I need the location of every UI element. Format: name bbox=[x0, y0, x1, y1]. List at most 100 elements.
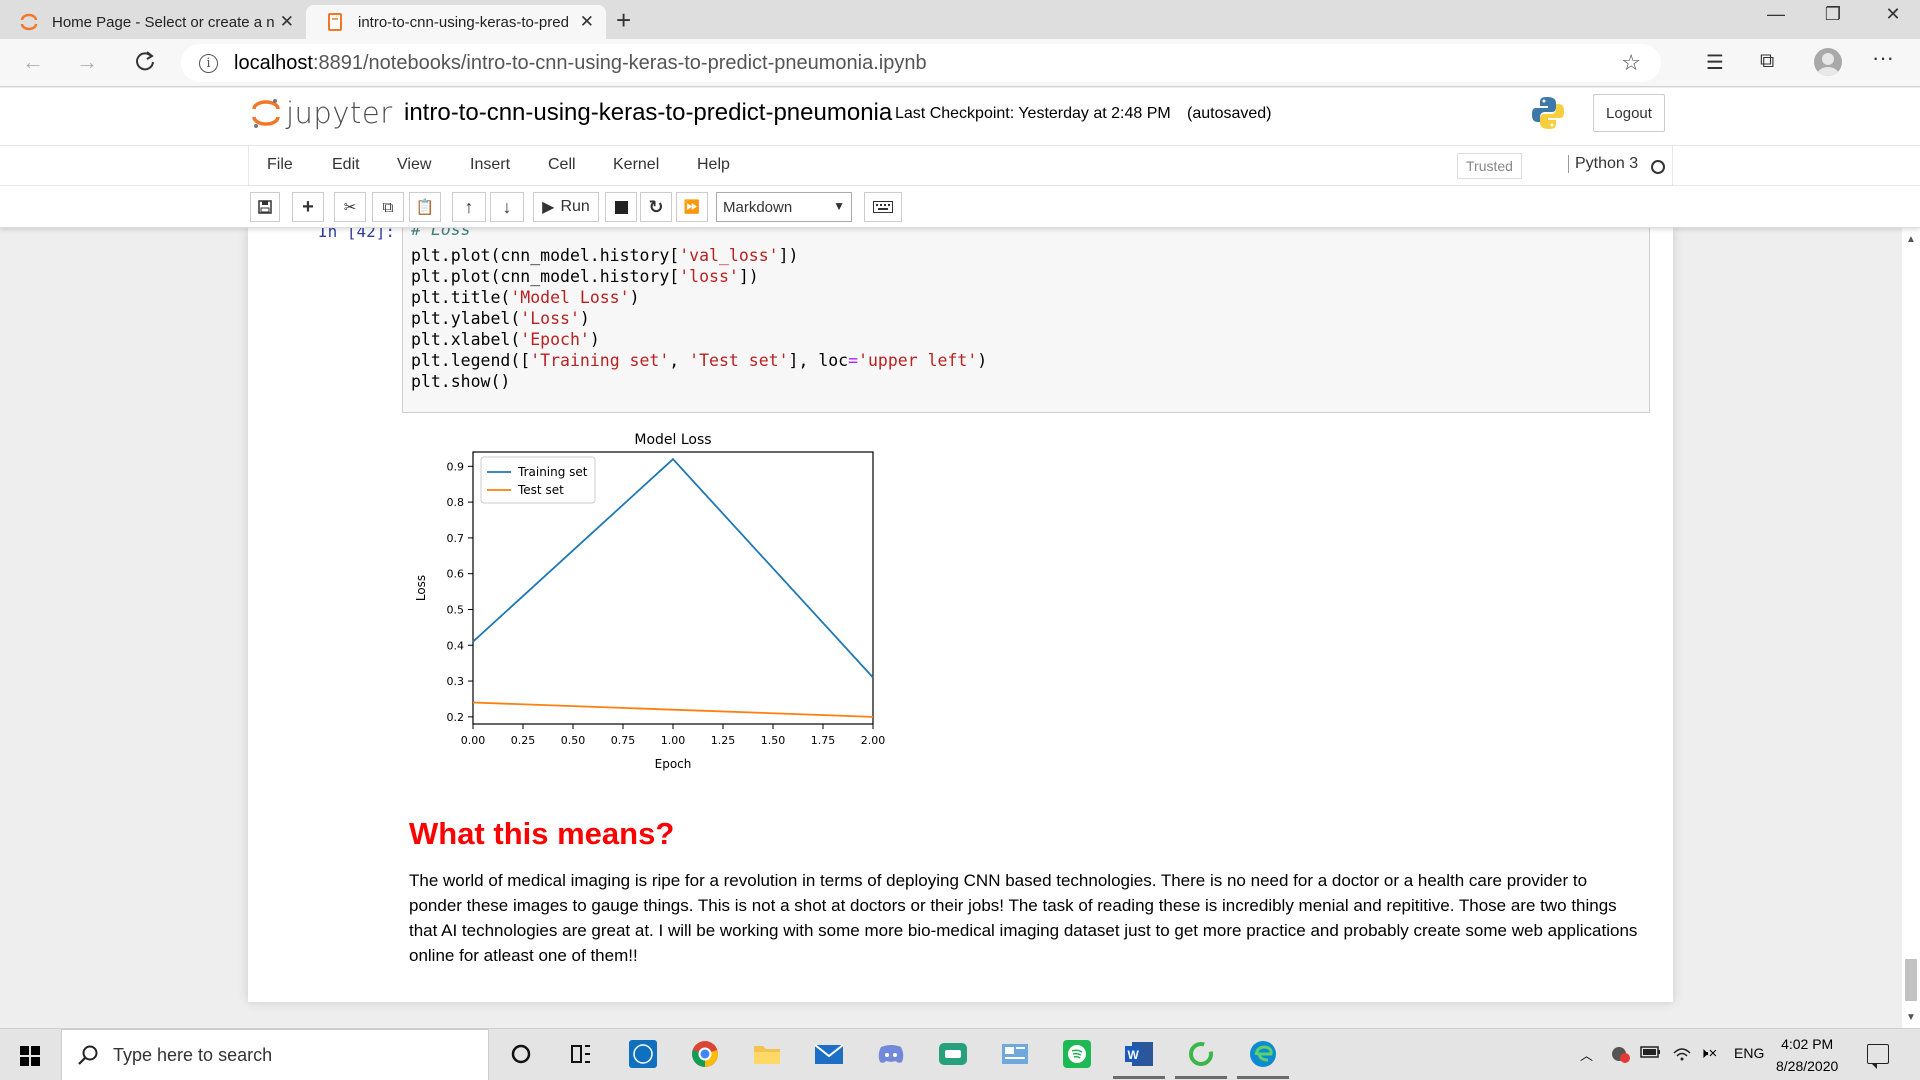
insert-cell-icon[interactable]: + bbox=[292, 192, 324, 222]
jupyter-loading-icon[interactable] bbox=[1175, 1038, 1227, 1079]
search-input[interactable] bbox=[113, 1044, 433, 1066]
jupyter-wordmark: jupyter bbox=[286, 96, 393, 130]
task-view-icon[interactable] bbox=[565, 1038, 597, 1070]
cortana-icon[interactable] bbox=[505, 1038, 537, 1070]
chrome-icon[interactable] bbox=[689, 1038, 721, 1070]
wifi-icon[interactable] bbox=[1672, 1045, 1692, 1065]
word-icon[interactable]: W bbox=[1113, 1038, 1165, 1079]
x-tick-label: 1.25 bbox=[711, 734, 736, 747]
windows-start-icon[interactable] bbox=[20, 1046, 40, 1066]
copy-icon[interactable]: ⧉ bbox=[372, 192, 404, 222]
file-explorer-icon[interactable] bbox=[751, 1038, 783, 1070]
page-scrollbar[interactable]: ▲ ▼ bbox=[1902, 228, 1920, 1028]
new-tab-button[interactable]: + bbox=[616, 5, 632, 35]
menu-file[interactable]: File bbox=[267, 156, 293, 173]
legend-label: Training set bbox=[517, 465, 588, 479]
menu-cell[interactable]: Cell bbox=[548, 156, 576, 173]
y-tick-label: 0.8 bbox=[447, 496, 465, 509]
game-icon[interactable] bbox=[937, 1038, 969, 1070]
more-options-icon[interactable]: ··· bbox=[1872, 45, 1894, 70]
code-line: plt.ylabel('Loss') bbox=[411, 309, 590, 328]
dell-icon[interactable] bbox=[627, 1038, 659, 1070]
close-tab-icon[interactable]: ✕ bbox=[579, 12, 594, 31]
menubar: File Edit View Insert Cell Kernel Help T… bbox=[0, 145, 1920, 186]
command-palette-icon[interactable] bbox=[864, 192, 902, 222]
taskbar-clock[interactable]: 4:02 PM 8/28/2020 bbox=[1776, 1033, 1838, 1077]
profile-avatar[interactable] bbox=[1814, 48, 1842, 76]
code-cell[interactable]: # Loss plt.plot(cnn_model.history['val_lo… bbox=[402, 228, 1650, 643]
url-field[interactable]: i localhost:8891/notebooks/intro-to-cnn-… bbox=[181, 44, 1661, 82]
window-close-icon[interactable]: ✕ bbox=[1885, 4, 1901, 24]
y-tick-label: 0.2 bbox=[447, 711, 465, 724]
jupyter-favicon-icon bbox=[20, 13, 38, 31]
play-icon: ▶ bbox=[542, 199, 555, 216]
cut-icon[interactable]: ✂ bbox=[334, 192, 366, 222]
clock-time: 4:02 PM bbox=[1781, 1036, 1834, 1052]
svg-text:W: W bbox=[1128, 1048, 1140, 1062]
action-center-icon[interactable] bbox=[1867, 1044, 1889, 1069]
address-bar-row: ← → i localhost:8891/notebooks/intro-to-… bbox=[0, 39, 1920, 87]
code-line: plt.plot(cnn_model.history['loss']) bbox=[411, 267, 759, 286]
favorites-icon[interactable]: ☰ bbox=[1706, 52, 1724, 74]
cell-type-select[interactable]: Markdown ▼ bbox=[716, 192, 852, 222]
taskbar-search[interactable] bbox=[61, 1029, 489, 1080]
notebook-name[interactable]: intro-to-cnn-using-keras-to-predict-pneu… bbox=[404, 99, 893, 126]
x-tick-label: 0.25 bbox=[511, 734, 536, 747]
url-text: localhost:8891/notebooks/intro-to-cnn-us… bbox=[234, 51, 927, 74]
scroll-down-icon[interactable]: ▼ bbox=[1906, 1012, 1916, 1023]
code-line: plt.xlabel('Epoch') bbox=[411, 330, 600, 349]
paste-icon[interactable]: 📋 bbox=[409, 192, 441, 222]
code-text[interactable]: # Loss plt.plot(cnn_model.history['val_lo… bbox=[411, 228, 988, 392]
scroll-up-icon[interactable]: ▲ bbox=[1906, 234, 1916, 245]
menu-edit[interactable]: Edit bbox=[332, 156, 360, 173]
favorite-star-icon[interactable]: ☆ bbox=[1621, 50, 1641, 75]
spotify-icon[interactable] bbox=[1061, 1038, 1093, 1070]
restart-icon[interactable]: ↻ bbox=[640, 192, 672, 222]
show-hidden-icons-icon[interactable]: ︿ bbox=[1580, 1048, 1594, 1063]
security-alert-icon[interactable] bbox=[1611, 1045, 1631, 1067]
autosave-status: (autosaved) bbox=[1187, 105, 1272, 122]
edge-icon[interactable] bbox=[1237, 1038, 1289, 1079]
battery-icon[interactable] bbox=[1640, 1045, 1662, 1063]
clock-date: 8/28/2020 bbox=[1776, 1058, 1839, 1074]
save-icon[interactable] bbox=[250, 192, 280, 222]
menu-kernel[interactable]: Kernel bbox=[613, 156, 660, 173]
logout-button[interactable]: Logout bbox=[1593, 94, 1665, 132]
reload-icon[interactable] bbox=[132, 48, 158, 74]
code-editor[interactable]: # Loss plt.plot(cnn_model.history['val_lo… bbox=[402, 228, 1650, 413]
language-indicator[interactable]: ENG bbox=[1734, 1045, 1765, 1061]
move-down-icon[interactable]: ↓ bbox=[490, 192, 524, 222]
run-label: Run bbox=[560, 198, 590, 215]
minimize-icon[interactable]: — bbox=[1767, 4, 1785, 24]
model-loss-chart: Model Loss Epoch Loss 0.00 0.25 0.50 0.75 1.00 1… bbox=[414, 432, 885, 771]
code-line: plt.plot(cnn_model.history['val_loss']) bbox=[411, 246, 799, 265]
code-line: plt.legend(['Training set', 'Test set'],… bbox=[411, 351, 988, 370]
menu-view[interactable]: View bbox=[397, 156, 432, 173]
trusted-badge[interactable]: Trusted bbox=[1457, 153, 1522, 179]
jupyter-logo[interactable]: jupyter bbox=[252, 96, 393, 130]
scrollbar-thumb[interactable] bbox=[1905, 959, 1917, 1001]
series-line-test-set bbox=[472, 701, 874, 718]
y-axis-label: Loss bbox=[414, 575, 428, 601]
news-icon[interactable] bbox=[999, 1038, 1031, 1070]
tab-notebook[interactable]: intro-to-cnn-using-keras-to-pred ✕ bbox=[306, 5, 606, 39]
run-button[interactable]: ▶ Run bbox=[533, 192, 599, 222]
restart-run-all-icon[interactable]: ⏩ bbox=[676, 192, 708, 222]
forward-icon[interactable]: → bbox=[76, 49, 98, 74]
discord-icon[interactable] bbox=[875, 1038, 907, 1070]
collections-icon[interactable]: ⧉ bbox=[1760, 50, 1775, 72]
python-logo-icon bbox=[1530, 95, 1566, 131]
move-up-icon[interactable]: ↑ bbox=[452, 192, 486, 222]
close-tab-icon[interactable]: ✕ bbox=[279, 12, 294, 31]
restore-icon[interactable]: ❐ bbox=[1824, 4, 1842, 24]
x-axis-label: Epoch bbox=[655, 757, 692, 771]
menu-help[interactable]: Help bbox=[697, 156, 730, 173]
menu-insert[interactable]: Insert bbox=[470, 156, 511, 173]
mail-icon[interactable] bbox=[813, 1038, 845, 1070]
interrupt-icon[interactable] bbox=[605, 192, 637, 222]
volume-muted-icon[interactable]: 🕨× bbox=[1699, 1045, 1718, 1062]
back-icon[interactable]: ← bbox=[22, 49, 44, 74]
chart-title: Model Loss bbox=[634, 432, 711, 448]
site-info-icon[interactable]: i bbox=[199, 53, 218, 73]
tab-home-page[interactable]: Home Page - Select or create a n ✕ bbox=[0, 5, 306, 39]
